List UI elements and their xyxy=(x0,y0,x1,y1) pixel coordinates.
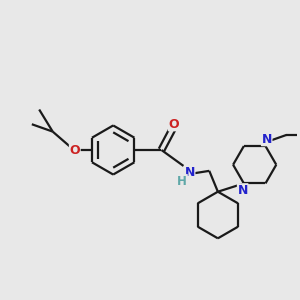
Text: O: O xyxy=(168,118,179,131)
Text: N: N xyxy=(238,184,248,197)
Text: N: N xyxy=(262,133,272,146)
Text: O: O xyxy=(70,143,80,157)
Text: H: H xyxy=(177,175,187,188)
Text: N: N xyxy=(184,166,195,178)
